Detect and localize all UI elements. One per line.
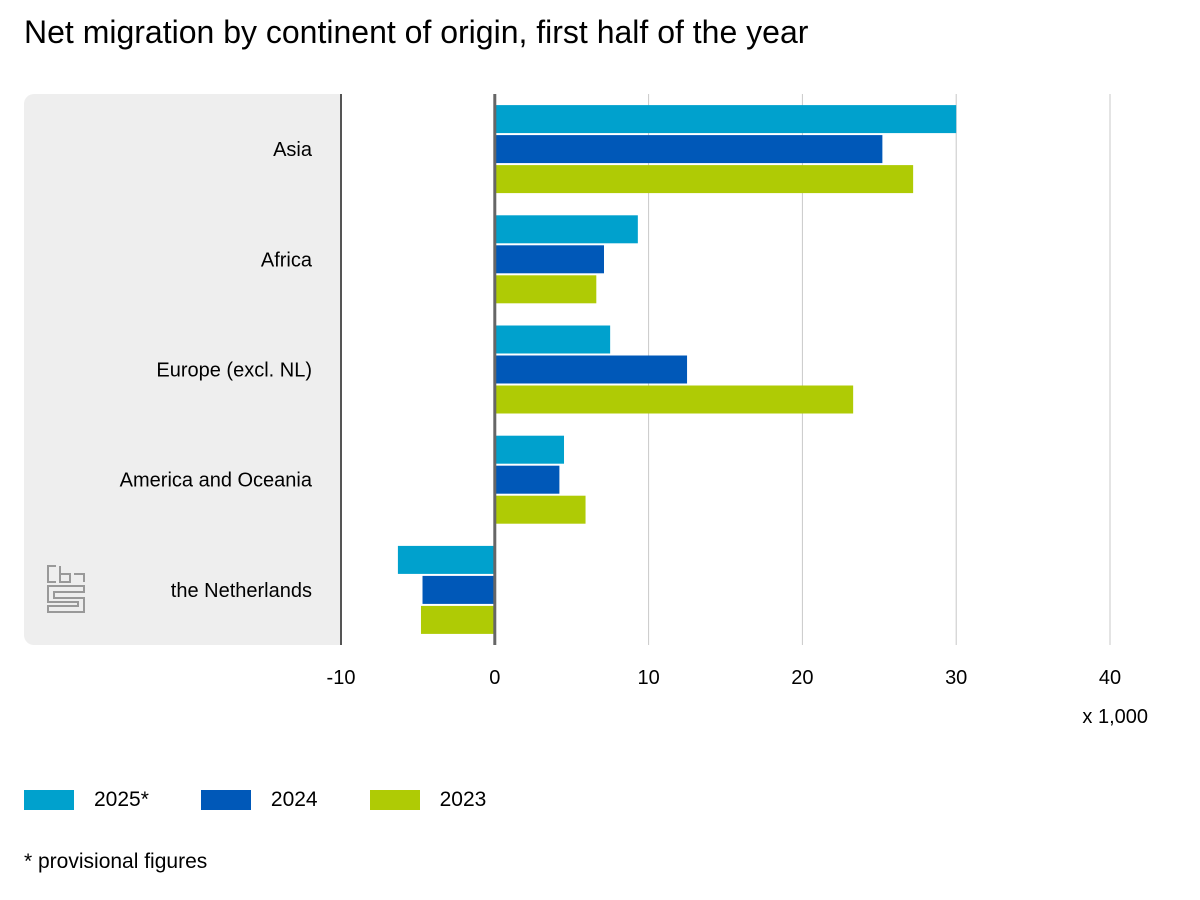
- bar-2-3: [494, 355, 688, 384]
- bar-1-2: [494, 215, 638, 244]
- bar-2-4: [494, 465, 560, 494]
- legend-swatch: [369, 790, 420, 810]
- bar-2-1: [494, 135, 883, 164]
- x-axis-unit-label: x 1,000: [1082, 706, 1148, 728]
- legend-item: 2024: [200, 788, 318, 812]
- bar-1-5: [397, 545, 495, 574]
- bar-3-2: [494, 275, 597, 304]
- legend-label: 2024: [270, 788, 318, 811]
- category-label: Asia: [273, 139, 313, 161]
- bar-1-3: [494, 325, 611, 354]
- bar-3-4: [494, 495, 586, 524]
- bar-2-2: [494, 245, 604, 274]
- category-label: Africa: [261, 249, 313, 271]
- footnote: * provisional figures: [24, 850, 208, 873]
- bar-1-4: [494, 435, 565, 464]
- x-tick-label: -10: [327, 667, 356, 689]
- cbs-logo: [47, 565, 85, 613]
- legend-swatch: [200, 790, 251, 810]
- bar-3-3: [494, 385, 854, 414]
- x-tick-label: 0: [489, 667, 500, 689]
- legend-item: 2023: [369, 788, 487, 812]
- bar-2-5: [422, 575, 495, 604]
- category-label: America and Oceania: [120, 470, 313, 492]
- bar-3-5: [420, 605, 495, 634]
- x-tick-label: 10: [637, 667, 659, 689]
- legend-item: 2025*: [24, 788, 149, 812]
- x-tick-label: 30: [945, 667, 967, 689]
- chart-title: Net migration by continent of origin, fi…: [24, 14, 809, 50]
- legend-label: 2023: [439, 788, 487, 811]
- bar-3-1: [494, 165, 914, 194]
- category-label-panel-edge: [329, 94, 341, 645]
- category-label-panel: [24, 94, 341, 645]
- category-label: the Netherlands: [171, 580, 312, 602]
- chart-legend: 2025* 2024 2023: [24, 788, 538, 812]
- category-label: Europe (excl. NL): [156, 360, 312, 382]
- x-tick-label: 20: [791, 667, 813, 689]
- x-tick-label: 40: [1099, 667, 1121, 689]
- bar-1-1: [494, 105, 957, 134]
- legend-label: 2025*: [94, 788, 149, 811]
- bar-chart: Asia Africa Europe (excl. NL) America and O…: [24, 94, 1121, 689]
- legend-swatch: [24, 790, 74, 810]
